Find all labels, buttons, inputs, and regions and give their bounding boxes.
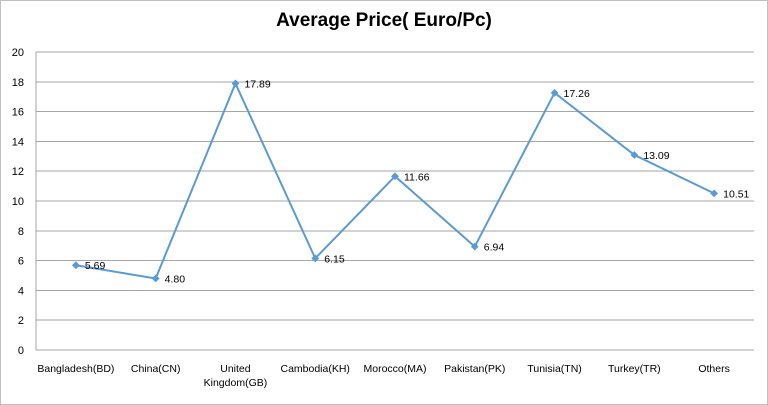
y-tick-label: 20: [12, 47, 24, 59]
x-tick-label: Others: [698, 363, 730, 375]
y-tick-label: 6: [18, 256, 24, 268]
data-point: [151, 274, 160, 283]
x-tick-label: Morocco(MA): [363, 363, 426, 375]
y-tick-label: 16: [12, 107, 24, 119]
data-point: [710, 189, 719, 198]
x-tick-label: Cambodia(KH): [280, 363, 349, 375]
data-label: 6.94: [484, 242, 505, 254]
x-tick-label: United Kingdom(GB): [204, 363, 268, 389]
data-point: [630, 151, 639, 159]
x-tick-label: Pakistan(PK): [444, 363, 505, 375]
data-label: 17.89: [244, 78, 270, 90]
y-tick-label: 8: [18, 226, 24, 238]
x-tick-label: Bangladesh(BD): [37, 363, 114, 375]
chart-title: Average Price( Euro/Pc): [276, 10, 492, 31]
data-point: [231, 79, 240, 88]
data-label: 4.80: [165, 273, 186, 285]
data-label: 17.26: [564, 88, 590, 100]
series-line: [75, 82, 715, 280]
data-point: [71, 261, 80, 270]
x-tick-label: China(CN): [131, 363, 181, 375]
data-point: [550, 88, 559, 97]
data-point: [391, 172, 399, 181]
y-tick-label: 18: [12, 77, 24, 89]
data-label: 11.66: [404, 171, 430, 183]
data-label: 13.09: [643, 150, 669, 162]
data-point: [470, 242, 479, 251]
y-tick-label: 10: [12, 196, 24, 208]
y-tick-label: 12: [12, 166, 24, 178]
x-tick-label: Turkey(TR): [608, 363, 661, 375]
y-tick-label: 4: [18, 285, 24, 297]
y-tick-label: 0: [18, 345, 24, 357]
data-point: [311, 254, 320, 263]
y-tick-label: 14: [12, 136, 24, 148]
y-tick-label: 2: [18, 315, 24, 327]
x-tick-label: Tunisia(TN): [527, 363, 581, 375]
data-label: 5.69: [85, 260, 106, 272]
data-label: 10.51: [723, 188, 749, 200]
data-label: 6.15: [324, 253, 345, 265]
